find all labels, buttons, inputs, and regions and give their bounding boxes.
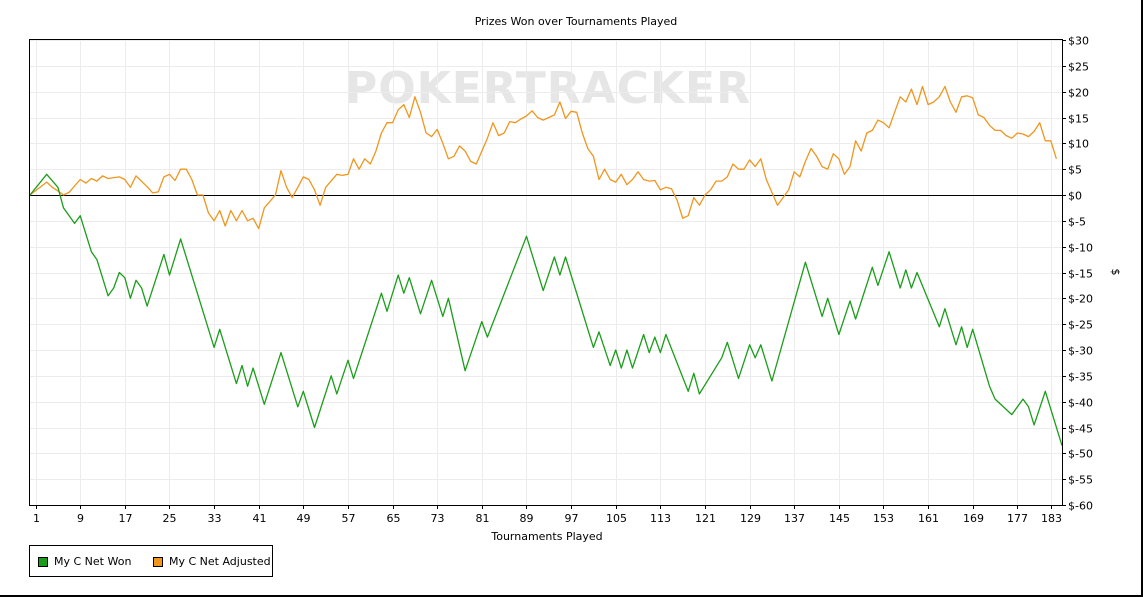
x-axis-label: Tournaments Played xyxy=(490,530,602,543)
x-axis-ticks: 1 9 17 25 33 41 49 57 65 73 81 89 97 105 113 121 129 137 1… xyxy=(33,505,1062,525)
x-tick-label: 177 xyxy=(1007,512,1028,525)
y-tick-label: $-55 xyxy=(1068,474,1093,487)
y-axis-label: $ xyxy=(1109,269,1122,276)
y-tick-label: $-30 xyxy=(1068,345,1093,358)
series-lines xyxy=(29,85,1063,446)
x-tick-label: 65 xyxy=(387,512,401,525)
chart-title: Prizes Won over Tournaments Played xyxy=(475,15,678,28)
x-tick-label: 137 xyxy=(784,512,805,525)
x-tick-label: 1 xyxy=(33,512,40,525)
x-tick-label: 105 xyxy=(606,512,627,525)
legend-item-net-adjusted: My C Net Adjusted xyxy=(153,555,271,568)
legend-label-net-won: My C Net Won xyxy=(54,555,132,568)
x-tick-label: 183 xyxy=(1041,512,1062,525)
x-tick-label: 17 xyxy=(119,512,133,525)
y-tick-label: $25 xyxy=(1068,61,1089,74)
x-tick-label: 153 xyxy=(873,512,894,525)
y-tick-label: $-60 xyxy=(1068,500,1093,513)
y-tick-label: $-25 xyxy=(1068,319,1093,332)
y-tick-label: $-15 xyxy=(1068,268,1093,281)
y-tick-label: $-50 xyxy=(1068,448,1093,461)
y-tick-label: $-35 xyxy=(1068,371,1093,384)
x-tick-label: 129 xyxy=(740,512,761,525)
grid-lines xyxy=(30,40,1062,506)
y-axis-ticks: $30 $25 $20 $15 $10 $5 $0 $-5 $-10 $-15 $-20 $-25 $-… xyxy=(1062,35,1093,513)
y-tick-label: $-40 xyxy=(1068,397,1093,410)
x-tick-label: 81 xyxy=(476,512,490,525)
y-tick-label: $10 xyxy=(1068,138,1089,151)
y-tick-label: $-5 xyxy=(1068,216,1086,229)
chart-legend: My C Net Won My C Net Adjusted xyxy=(29,545,273,577)
plot-area-border xyxy=(29,39,1063,506)
y-tick-label: $20 xyxy=(1068,87,1089,100)
x-tick-label: 73 xyxy=(431,512,445,525)
x-tick-label: 57 xyxy=(342,512,356,525)
pokertracker-watermark: POKERTRACKER xyxy=(345,63,751,114)
x-tick-label: 113 xyxy=(650,512,671,525)
x-tick-label: 33 xyxy=(208,512,222,525)
y-tick-label: $-45 xyxy=(1068,423,1093,436)
x-tick-label: 9 xyxy=(77,512,84,525)
x-tick-label: 97 xyxy=(565,512,579,525)
x-tick-label: 41 xyxy=(253,512,267,525)
x-tick-label: 169 xyxy=(963,512,984,525)
legend-swatch-net-won xyxy=(38,556,48,567)
y-tick-label: $-10 xyxy=(1068,242,1093,255)
series-line-net-adjusted xyxy=(29,85,1058,230)
series-line-net-won xyxy=(29,173,1063,446)
x-tick-label: 161 xyxy=(918,512,939,525)
x-tick-label: 89 xyxy=(520,512,534,525)
x-tick-label: 121 xyxy=(695,512,716,525)
y-tick-label: $30 xyxy=(1068,35,1089,48)
legend-label-net-adjusted: My C Net Adjusted xyxy=(169,555,271,568)
x-tick-label: 49 xyxy=(297,512,311,525)
legend-swatch-net-adjusted xyxy=(153,556,163,567)
y-tick-label: $-20 xyxy=(1068,293,1093,306)
x-tick-label: 145 xyxy=(829,512,850,525)
legend-item-net-won: My C Net Won xyxy=(38,555,131,568)
y-tick-label: $0 xyxy=(1068,190,1082,203)
y-tick-label: $15 xyxy=(1068,113,1089,126)
y-tick-label: $5 xyxy=(1068,164,1082,177)
x-tick-label: 25 xyxy=(163,512,177,525)
